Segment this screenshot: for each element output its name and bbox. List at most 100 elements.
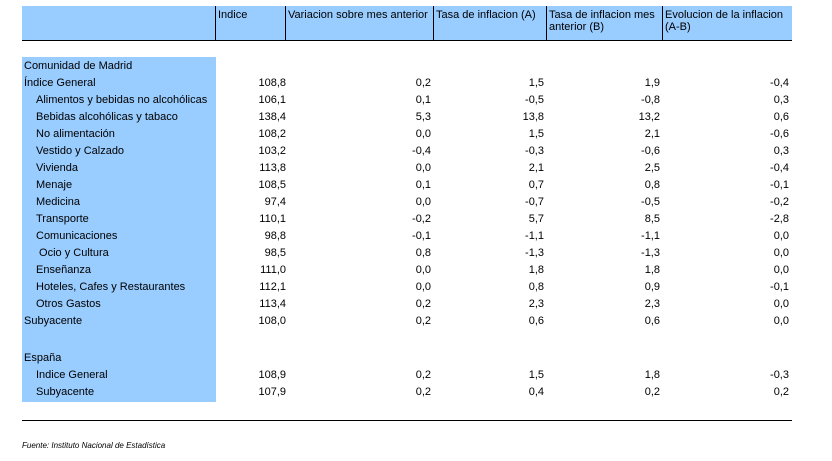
cell-value: 112,1 [259, 281, 286, 293]
cell-value: -0,3 [770, 369, 789, 381]
cell-value: 0,1 [415, 94, 431, 106]
cell-value: 0,0 [415, 162, 431, 174]
row-label-column [22, 57, 216, 402]
cell-value: 108,2 [258, 128, 286, 140]
cell-value: 5,3 [415, 111, 431, 123]
row-label: Ocio y Cultura [36, 247, 109, 259]
cell-value: 108,5 [258, 179, 286, 191]
table-bottom-rule [22, 420, 792, 421]
row-label: Índice General [24, 77, 96, 89]
cell-value: -0,4 [770, 162, 789, 174]
cell-value: -0,1 [770, 179, 789, 191]
table-header: Indice Variacion sobre mes anterior Tasa… [22, 6, 792, 40]
row-label: Hoteles, Cafes y Restaurantes [36, 281, 186, 293]
cell-value: 0,4 [528, 386, 544, 398]
cell-value: -0,6 [770, 128, 789, 140]
header-col-tasa-b: Tasa de inflacion mes anterior (B) [547, 6, 663, 40]
row-label: Otros Gastos [36, 298, 101, 310]
cell-value: 98,8 [264, 230, 286, 242]
cell-value: 0,6 [528, 315, 544, 327]
cell-value: 0,2 [415, 77, 431, 89]
cell-value: 2,3 [644, 298, 660, 310]
header-col-evolucion: Evolucion de la inflacion (A-B) [665, 9, 784, 33]
cell-value: 2,1 [528, 162, 544, 174]
cell-value: 2,3 [528, 298, 544, 310]
cell-value: 1,8 [528, 264, 544, 276]
row-label: Enseñanza [36, 264, 92, 276]
cell-value: 138,4 [258, 111, 286, 123]
cell-value: 0,0 [415, 281, 431, 293]
cell-value: 0,0 [773, 298, 789, 310]
cell-value: -0,6 [641, 145, 660, 157]
cell-value: 5,7 [528, 213, 544, 225]
cell-value: 0,0 [773, 264, 789, 276]
row-label: Vestido y Calzado [36, 145, 125, 157]
cell-value: -1,3 [641, 247, 660, 259]
cell-value: 0,1 [415, 179, 431, 191]
cell-value: -0,4 [770, 77, 789, 89]
cell-value: 98,5 [264, 247, 286, 259]
cell-value: -1,3 [525, 247, 544, 259]
header-bottom-rule [22, 40, 792, 41]
cell-value: 0,2 [415, 386, 431, 398]
cell-value: 0,0 [415, 128, 431, 140]
cell-value: 108,8 [258, 77, 286, 89]
cell-value: 1,5 [528, 77, 544, 89]
cell-value: 106,1 [258, 94, 286, 106]
cell-value: 0,0 [773, 315, 789, 327]
cell-value: 0,2 [773, 386, 789, 398]
cell-value: 2,5 [644, 162, 660, 174]
cell-value: -0,1 [412, 230, 431, 242]
cell-value: 0,2 [415, 369, 431, 381]
header-col-variacion: Variacion sobre mes anterior [286, 6, 434, 40]
cell-value: -2,8 [770, 213, 789, 225]
cell-value: 0,8 [644, 179, 660, 191]
cell-value: 13,2 [638, 111, 660, 123]
row-label: Vivienda [36, 162, 78, 174]
cell-value: 1,8 [644, 264, 660, 276]
cell-value: 103,2 [258, 145, 286, 157]
cell-value: 0,6 [644, 315, 660, 327]
header-col-tasa-a: Tasa de inflacion (A) [434, 6, 547, 40]
cell-value: -1,1 [525, 230, 544, 242]
cell-value: 0,0 [415, 264, 431, 276]
cell-value: 0,6 [773, 111, 789, 123]
cell-value: 110,1 [259, 213, 286, 225]
source-note: Fuente: Instituto Nacional de Estadístic… [22, 441, 166, 450]
cell-value: -1,1 [641, 230, 660, 242]
cell-value: 2,1 [644, 128, 660, 140]
cell-value: 0,8 [528, 281, 544, 293]
cell-value: 111,0 [260, 264, 286, 276]
row-label: Comunicaciones [36, 230, 118, 242]
row-label: Alimentos y bebidas no alcohólicas [36, 94, 208, 106]
header-col-indice: Indice [216, 6, 286, 40]
row-label: Menaje [36, 179, 73, 191]
row-label: Transporte [36, 213, 89, 225]
madrid-section-title: Comunidad de Madrid [24, 60, 133, 72]
row-label: No alimentación [36, 128, 115, 140]
row-label: Indice General [36, 369, 108, 381]
header-col-label [22, 6, 216, 40]
cell-value: 0,0 [773, 230, 789, 242]
cell-value: 113,8 [259, 162, 286, 174]
cell-value: 97,4 [264, 196, 286, 208]
cell-value: -0,3 [525, 145, 544, 157]
cell-value: 0,8 [415, 247, 431, 259]
cell-value: -0,5 [641, 196, 660, 208]
cell-value: 0,3 [773, 145, 789, 157]
cell-value: 0,0 [773, 247, 789, 259]
cell-value: 0,7 [528, 179, 544, 191]
cell-value: 13,8 [522, 111, 544, 123]
cell-value: 0,3 [773, 94, 789, 106]
row-label: Medicina [36, 196, 81, 208]
cell-value: 1,8 [644, 369, 660, 381]
row-label: Bebidas alcohólicas y tabaco [36, 111, 178, 123]
cell-value: 113,4 [259, 298, 286, 310]
cell-value: 0,2 [644, 386, 660, 398]
cell-value: 108,0 [258, 315, 286, 327]
cell-value: 1,5 [528, 369, 544, 381]
cell-value: 0,9 [644, 281, 660, 293]
row-label: Subyacente [36, 386, 95, 398]
cell-value: 107,9 [258, 386, 286, 398]
